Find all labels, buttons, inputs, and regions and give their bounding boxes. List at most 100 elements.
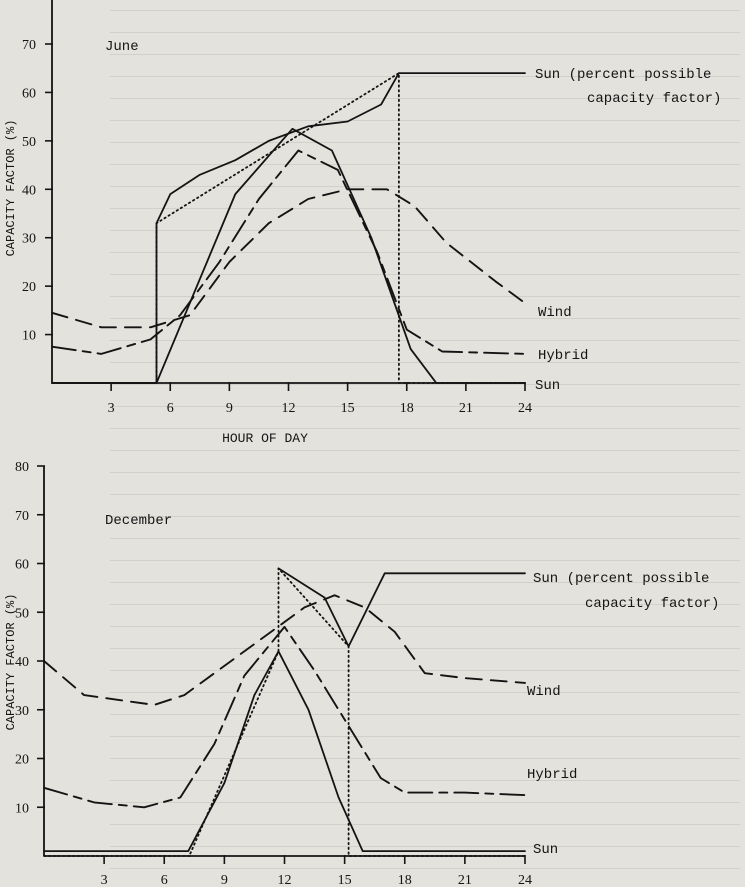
december-x-ticks: 3 6 9 12 15 18 21 24 — [101, 855, 532, 887]
background-line — [110, 494, 740, 495]
x-tick-label: 3 — [101, 873, 108, 887]
background-line — [110, 274, 740, 275]
background-line — [110, 120, 740, 121]
y-tick-label: 20 — [15, 753, 29, 768]
y-tick-label: 30 — [22, 232, 36, 247]
background-line — [110, 406, 740, 407]
y-tick-label: 10 — [15, 801, 29, 816]
x-tick-label: 3 — [108, 401, 115, 416]
series-label: Sun (percent possible — [535, 67, 711, 83]
june-series — [51, 72, 526, 384]
june-x-axis-label: HOUR OF DAY — [222, 431, 308, 446]
series-line-hybrid — [51, 149, 526, 355]
background-line — [110, 230, 740, 231]
background-line — [110, 472, 740, 473]
x-tick-label: 21 — [459, 401, 473, 416]
june-axes — [51, 0, 525, 384]
background-line — [110, 670, 740, 671]
background-line — [110, 54, 740, 55]
june-series-labels: Sun (percent possible capacity factor) Sun… — [535, 67, 721, 394]
x-tick-label: 6 — [167, 401, 174, 416]
june-y-axis-label: CAPACITY FACTOR (%) — [4, 120, 18, 257]
background-line — [110, 846, 740, 847]
background-line — [110, 868, 740, 869]
background-line — [110, 142, 740, 143]
y-tick-label: 50 — [15, 606, 29, 621]
series-line-sun — [43, 650, 526, 852]
x-tick-label: 18 — [400, 401, 414, 416]
series-line-hybrid — [43, 625, 526, 809]
june-title: June — [105, 39, 139, 55]
x-tick-label: 9 — [226, 401, 233, 416]
background-line — [110, 340, 740, 341]
background-line — [110, 98, 740, 99]
background-line — [110, 32, 740, 33]
y-tick-label: 40 — [22, 183, 36, 198]
background-line — [110, 626, 740, 627]
background-line — [110, 76, 740, 77]
background-line — [110, 582, 740, 583]
background-line — [110, 780, 740, 781]
x-tick-label: 6 — [161, 873, 168, 887]
december-title: December — [105, 513, 172, 529]
x-tick-label: 21 — [458, 873, 472, 887]
y-tick-label: 40 — [15, 655, 29, 670]
series-label: Wind — [527, 684, 561, 700]
background-line — [110, 186, 740, 187]
june-x-ticks: 3 6 9 12 15 18 21 24 — [108, 382, 532, 416]
y-tick-label: 70 — [22, 38, 36, 53]
series-line-sun-percent-possible-capacity-factor — [51, 72, 526, 384]
series-label: Wind — [538, 305, 572, 321]
december-y-axis-label: CAPACITY FACTOR (%) — [4, 594, 18, 731]
background-line — [110, 824, 740, 825]
y-tick-label: 50 — [22, 135, 36, 150]
series-label: Hybrid — [527, 767, 577, 783]
series-label: Hybrid — [538, 348, 588, 364]
background-line — [110, 516, 740, 517]
y-tick-label: 80 — [15, 460, 29, 475]
background-line — [110, 362, 740, 363]
x-tick-label: 15 — [338, 873, 352, 887]
december-series — [43, 567, 526, 857]
x-tick-label: 15 — [341, 401, 355, 416]
background-line — [110, 604, 740, 605]
background-line — [110, 736, 740, 737]
background-line — [110, 714, 740, 715]
background-line — [110, 318, 740, 319]
series-line-wind — [51, 188, 526, 329]
background-line — [110, 428, 740, 429]
background-line — [110, 450, 740, 451]
june-panel: June 10 20 30 40 50 60 70 3 6 9 12 15 18 21 24 Sun (p… — [4, 0, 721, 446]
x-tick-label: 24 — [518, 873, 532, 887]
series-label: Sun — [533, 842, 558, 858]
background-line — [110, 692, 740, 693]
background-line — [110, 384, 740, 385]
series-label: Sun (percent possible — [533, 571, 709, 587]
x-tick-label: 24 — [518, 401, 532, 416]
x-tick-label: 9 — [221, 873, 228, 887]
background-page-texture — [110, 10, 740, 869]
series-line-wind — [43, 594, 526, 706]
background-line — [110, 208, 740, 209]
y-tick-label: 10 — [22, 329, 36, 344]
x-tick-label: 12 — [278, 873, 292, 887]
background-line — [110, 758, 740, 759]
series-label: capacity factor) — [585, 596, 719, 612]
background-line — [110, 560, 740, 561]
y-tick-label: 60 — [22, 86, 36, 101]
background-line — [110, 538, 740, 539]
background-line — [110, 648, 740, 649]
series-label: Sun — [535, 378, 560, 394]
y-tick-label: 60 — [15, 558, 29, 573]
december-series-labels: Sun (percent possible capacity factor) Sun… — [527, 571, 719, 858]
december-y-ticks: 10 20 30 40 50 60 70 80 — [15, 460, 45, 816]
y-tick-label: 30 — [15, 704, 29, 719]
background-line — [110, 252, 740, 253]
series-line-sun-dotted — [43, 567, 526, 857]
y-tick-label: 70 — [15, 509, 29, 524]
background-line — [110, 802, 740, 803]
background-line — [110, 296, 740, 297]
x-tick-label: 12 — [282, 401, 296, 416]
